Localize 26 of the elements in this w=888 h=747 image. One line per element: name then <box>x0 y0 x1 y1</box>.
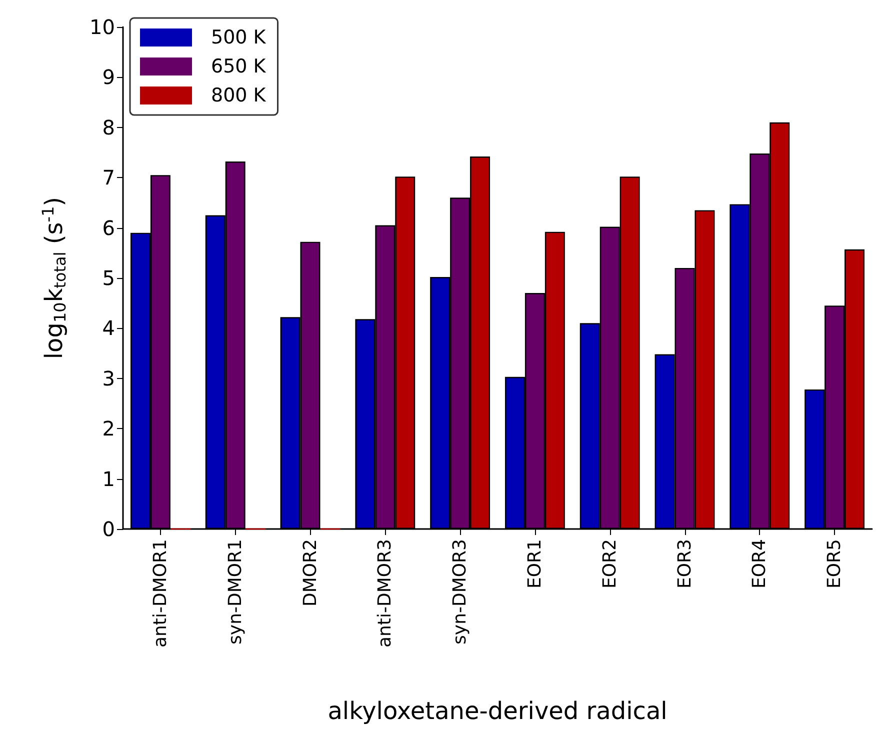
y-tick-label: 3 <box>102 366 115 390</box>
x-tick-label: DMOR2 <box>300 539 321 607</box>
x-tick-label: anti-DMOR3 <box>374 539 396 648</box>
x-tick-label: EOR4 <box>749 539 770 588</box>
x-tick-label: EOR3 <box>674 539 696 588</box>
y-tick-label: 10 <box>90 15 115 39</box>
x-tick-label: EOR1 <box>524 539 546 588</box>
x-tick-label: syn-DMOR1 <box>224 539 246 644</box>
x-tick-label: syn-DMOR3 <box>450 539 471 644</box>
y-tick-label: 6 <box>102 216 115 240</box>
legend-label: 650 K <box>211 56 266 78</box>
y-tick-label: 4 <box>102 316 115 340</box>
y-tick-label: 9 <box>102 65 115 90</box>
y-tick-label: 0 <box>102 517 115 541</box>
y-tick-label: 1 <box>102 466 115 491</box>
x-tick-label: anti-DMOR1 <box>150 539 171 648</box>
x-tick-label: EOR5 <box>824 539 846 588</box>
x-tick-label: EOR2 <box>599 539 620 588</box>
legend-label: 800 K <box>211 84 266 106</box>
y-axis-title: log10ktotal (s-1) <box>38 196 70 360</box>
x-axis-title: alkyloxetane-derived radical <box>328 697 668 725</box>
y-tick-label: 7 <box>102 166 115 190</box>
y-tick-label: 8 <box>102 115 115 140</box>
legend-label: 500 K <box>211 26 266 48</box>
y-tick-label: 5 <box>102 266 115 290</box>
y-tick-label: 2 <box>102 416 115 441</box>
